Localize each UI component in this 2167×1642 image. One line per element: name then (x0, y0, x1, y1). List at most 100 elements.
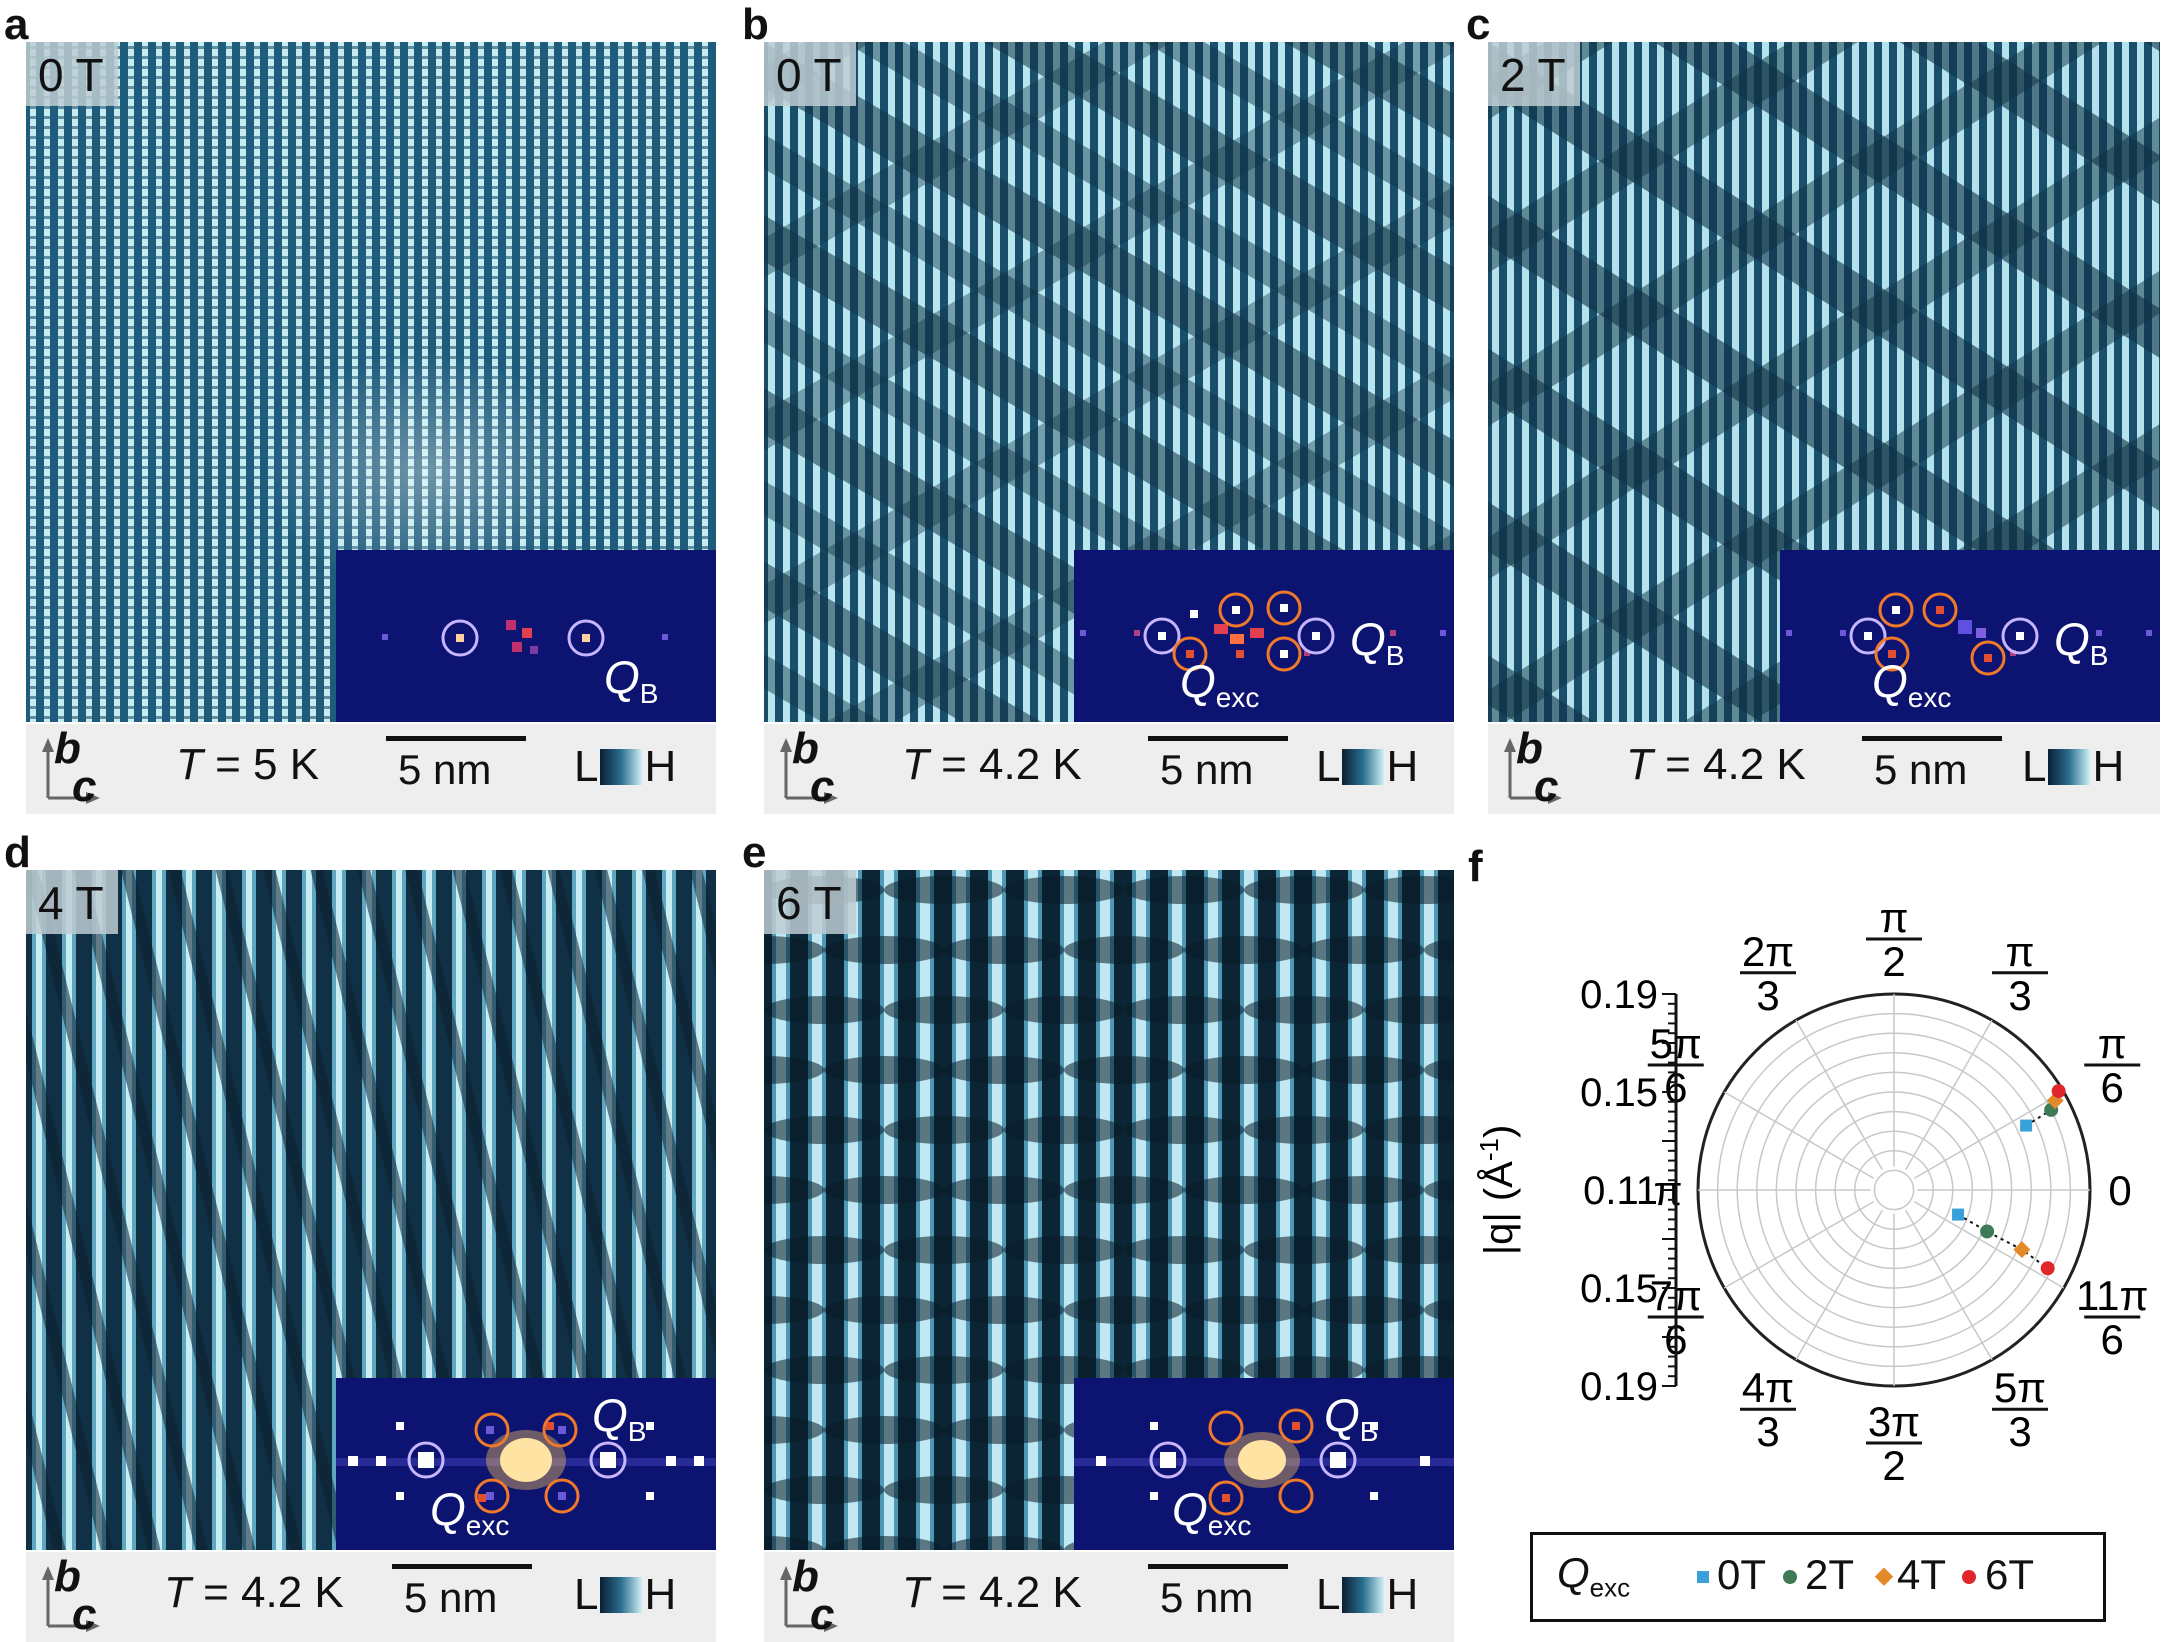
grid-spoke (1795, 1209, 1883, 1361)
field-label: 4 T (26, 870, 118, 934)
legend-markers (1697, 1567, 1976, 1586)
fft-pattern (382, 619, 668, 657)
axes-icon (1504, 738, 1562, 804)
legend-marker-0T (1697, 1571, 1709, 1583)
panel-c: c 2 T (1452, 0, 2167, 820)
axis-b-label: b (54, 724, 81, 773)
panel-a: a 0 T (0, 0, 740, 820)
angle-label-den: 2 (1882, 938, 1905, 985)
qexc-label: Qexc (430, 1483, 510, 1542)
angle-label-num: 2π (1742, 928, 1794, 975)
qb-marker (1849, 617, 1887, 655)
angle-label-den: 3 (1756, 1408, 1779, 1455)
fft-inset: QB Qexc (1074, 550, 1454, 722)
legend: Qexc 0T 2T 4T 6T (1530, 1532, 2106, 1622)
temperature: T = 4.2 K (902, 1568, 1082, 1617)
legend-marker-2T (1783, 1570, 1797, 1584)
legend-marker-6T (1962, 1570, 1976, 1584)
scale-bar (1148, 736, 1288, 741)
qb-label: QB (592, 1389, 647, 1448)
qb-marker (2001, 617, 2039, 655)
panel-b: b 0 T (728, 0, 1468, 820)
fft-pattern (1080, 590, 1446, 672)
scale-bar (392, 1564, 532, 1569)
data-point-6T (2051, 1084, 2066, 1099)
qexc-marker (1266, 636, 1302, 672)
stm-image: 0 T QB (26, 42, 716, 722)
stm-image: 6 T (764, 870, 1454, 1550)
fft-pattern (1786, 592, 2152, 676)
data-point-6T (2040, 1261, 2055, 1276)
qb-label: QB (604, 651, 659, 710)
axis-c-label: c (810, 762, 835, 811)
scale-bar (1862, 736, 2002, 741)
axis-c-label: c (1534, 762, 1559, 811)
qb-marker (1319, 1441, 1357, 1479)
angle-label-num: π (2006, 928, 2035, 975)
temperature: T = 4.2 K (164, 1568, 344, 1617)
radial-tick-label: 0.15 (1580, 1267, 1658, 1311)
legend-item: 4T (1897, 1551, 1947, 1598)
radial-tick-label: 0.11 (1583, 1169, 1658, 1213)
qexc-marker (1278, 1408, 1314, 1444)
grid-spoke (1913, 1201, 2065, 1289)
radial-tick-label: 0.19 (1580, 1365, 1658, 1409)
angle-label-den: 3 (2008, 972, 2031, 1019)
fft-inset: QB Qexc (1780, 550, 2160, 722)
angle-label-num: 3π (1868, 1398, 1920, 1445)
grid-spoke (1723, 1091, 1875, 1179)
panel-letter: b (742, 0, 769, 49)
scale-label: 5 nm (1160, 746, 1254, 793)
data-point-2T (1980, 1224, 1995, 1239)
scale-label: 5 nm (1874, 746, 1968, 793)
axes-icon (42, 1566, 100, 1632)
angle-label-den: 6 (2101, 1316, 2124, 1363)
qexc-marker (1208, 1480, 1244, 1516)
field-label: 2 T (1488, 42, 1580, 106)
radial-tick-label: 0.19 (1580, 973, 1658, 1017)
qexc-label: Qexc (1180, 655, 1260, 714)
panel-letter: c (1466, 0, 1491, 49)
axis-b-label: b (792, 724, 819, 773)
qb-marker (589, 1441, 627, 1479)
qexc-marker (1874, 636, 1910, 672)
scale-label: 5 nm (1160, 1574, 1254, 1621)
temperature: T = 4.2 K (1626, 740, 1806, 789)
fft-pattern (1074, 1408, 1454, 1516)
fft-inset: QB Qexc (1074, 1378, 1454, 1550)
qexc-marker (1266, 590, 1302, 626)
qexc-marker (1218, 592, 1254, 628)
angle-label-num: 11π (2076, 1272, 2149, 1319)
axis-b-label: b (792, 1552, 819, 1601)
qexc-marker (542, 1412, 578, 1448)
grid-spoke (1723, 1201, 1875, 1289)
fft-pattern (336, 1412, 716, 1514)
legend-marker-4T (1874, 1567, 1894, 1586)
scale-bar (1148, 1564, 1288, 1569)
qexc-marker (474, 1478, 510, 1514)
panel-letter: d (4, 828, 31, 877)
qb-marker (407, 1441, 445, 1479)
qb-marker (1297, 617, 1335, 655)
angle-label-den: 3 (2008, 1408, 2031, 1455)
legend-item: 0T (1717, 1551, 1767, 1598)
angle-label-num: π (2098, 1020, 2127, 1067)
data-point-0T (1952, 1208, 1965, 1221)
data-point-0T (2020, 1119, 2033, 1132)
scale-label: 5 nm (398, 746, 492, 793)
data-point-4T (2013, 1241, 2031, 1259)
angle-label-num: 5π (1994, 1364, 2046, 1411)
axis-c-label: c (72, 762, 97, 811)
qexc-marker (1878, 592, 1914, 628)
legend-title: Qexc (1557, 1549, 1631, 1603)
field-label: 0 T (764, 42, 856, 106)
grid-spoke (1795, 1019, 1883, 1171)
qexc-marker (1208, 1410, 1244, 1446)
